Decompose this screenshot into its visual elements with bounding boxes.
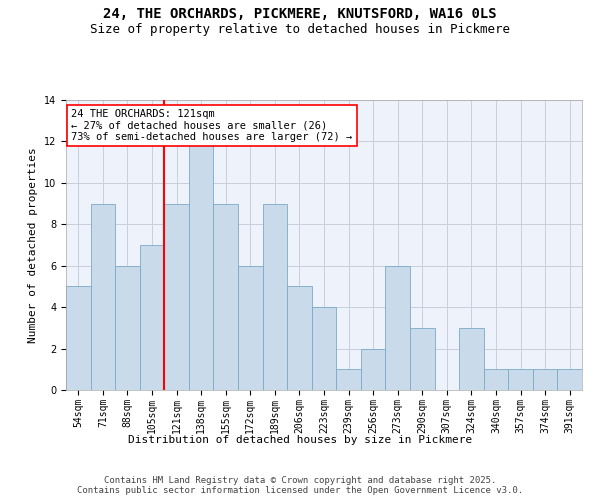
Bar	[140, 245, 164, 390]
Text: 24, THE ORCHARDS, PICKMERE, KNUTSFORD, WA16 0LS: 24, THE ORCHARDS, PICKMERE, KNUTSFORD, W…	[103, 8, 497, 22]
Bar	[484, 370, 508, 390]
Bar	[459, 328, 484, 390]
Bar	[385, 266, 410, 390]
Bar	[312, 307, 336, 390]
Text: Size of property relative to detached houses in Pickmere: Size of property relative to detached ho…	[90, 22, 510, 36]
Bar	[214, 204, 238, 390]
Bar	[508, 370, 533, 390]
Bar	[361, 348, 385, 390]
Bar	[557, 370, 582, 390]
Bar	[66, 286, 91, 390]
Bar	[533, 370, 557, 390]
Bar	[287, 286, 312, 390]
Bar	[189, 142, 214, 390]
Bar	[336, 370, 361, 390]
Y-axis label: Number of detached properties: Number of detached properties	[28, 147, 38, 343]
Text: Distribution of detached houses by size in Pickmere: Distribution of detached houses by size …	[128, 435, 472, 445]
Bar	[115, 266, 140, 390]
Bar	[91, 204, 115, 390]
Text: Contains HM Land Registry data © Crown copyright and database right 2025.
Contai: Contains HM Land Registry data © Crown c…	[77, 476, 523, 495]
Bar	[410, 328, 434, 390]
Text: 24 THE ORCHARDS: 121sqm
← 27% of detached houses are smaller (26)
73% of semi-de: 24 THE ORCHARDS: 121sqm ← 27% of detache…	[71, 108, 352, 142]
Bar	[164, 204, 189, 390]
Bar	[238, 266, 263, 390]
Bar	[263, 204, 287, 390]
